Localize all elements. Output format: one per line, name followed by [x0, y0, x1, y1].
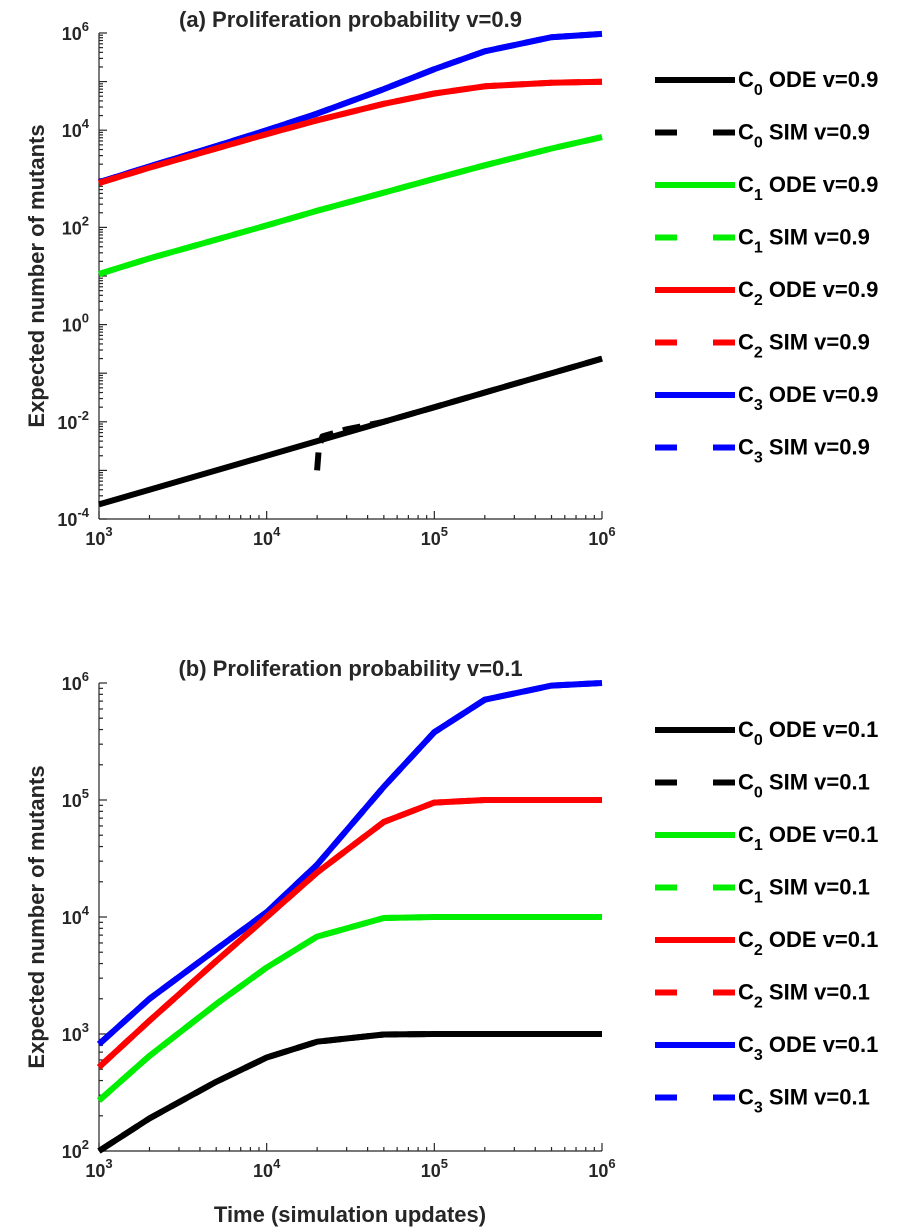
x-tick-label: 105 [421, 1156, 448, 1181]
y-axis-label: Expected number of mutants [24, 124, 49, 427]
y-tick-label: 104 [62, 116, 90, 141]
legend-label: C1 SIM v=0.9 [738, 225, 870, 257]
legend-label: C2 SIM v=0.1 [738, 980, 870, 1012]
legend-label: C2 ODE v=0.1 [738, 927, 878, 959]
y-tick-label: 102 [62, 1137, 89, 1162]
x-tick-label: 106 [588, 1156, 615, 1181]
y-tick-label: 104 [62, 903, 90, 928]
legend-label: C1 SIM v=0.1 [738, 875, 870, 907]
x-tick-label: 103 [85, 524, 112, 549]
x-tick-label: 105 [421, 524, 448, 549]
series-line-c0-solid [97, 1031, 602, 1154]
legend-label: C1 ODE v=0.9 [738, 172, 878, 204]
series-line-c1-dashed [97, 914, 602, 1103]
legend-label: C1 ODE v=0.1 [738, 822, 878, 854]
series-line-c0-dashed [314, 355, 603, 471]
y-tick-label: 10-2 [57, 408, 89, 433]
legend-label: C3 SIM v=0.1 [738, 1085, 870, 1117]
x-tick-label: 106 [588, 524, 615, 549]
chart-b: (b) Proliferation probability v=0.1 Expec… [24, 656, 878, 1181]
y-tick-label: 106 [62, 19, 89, 44]
y-tick-label: 106 [62, 669, 89, 694]
series-line-c3-solid [96, 680, 603, 1047]
x-tick-label: 103 [85, 1156, 112, 1181]
legend-label: C3 SIM v=0.9 [738, 435, 870, 467]
y-tick-label: 10-4 [57, 505, 89, 530]
series-line-c2-solid [98, 78, 603, 186]
legend-label: C0 ODE v=0.1 [738, 717, 878, 749]
y-tick-label: 100 [62, 311, 89, 336]
legend-label: C0 ODE v=0.9 [738, 67, 878, 99]
x-tick-label: 104 [253, 524, 281, 549]
legend-label: C2 ODE v=0.9 [738, 277, 878, 309]
series-line-c2-dashed [98, 78, 603, 186]
y-tick-label: 105 [62, 786, 89, 811]
series-line-c1-dashed [98, 134, 603, 277]
series-line-c3-dashed [96, 680, 603, 1047]
legend-label: C3 ODE v=0.1 [738, 1032, 878, 1064]
series-line-c2-solid [96, 797, 602, 1070]
legend-label: C0 SIM v=0.9 [738, 120, 870, 152]
chart-title: (b) Proliferation probability v=0.1 [178, 656, 522, 681]
legend-label: C3 ODE v=0.9 [738, 382, 878, 414]
figure-xlabel: Time (simulation updates) [214, 1202, 486, 1227]
chart-title: (a) Proliferation probability v=0.9 [179, 7, 522, 32]
y-tick-label: 102 [62, 213, 89, 238]
chart-a: (a) Proliferation probability v=0.9 Expec… [24, 7, 878, 549]
legend-label: C0 SIM v=0.1 [738, 770, 870, 802]
x-tick-label: 104 [253, 1156, 281, 1181]
series-line-c0-dashed [97, 1031, 602, 1154]
y-axis-label: Expected number of mutants [24, 765, 49, 1068]
legend-label: C2 SIM v=0.9 [738, 330, 870, 362]
y-tick-label: 103 [62, 1020, 89, 1045]
series-line-c2-dashed [96, 797, 602, 1070]
series-line-c1-solid [97, 914, 602, 1103]
